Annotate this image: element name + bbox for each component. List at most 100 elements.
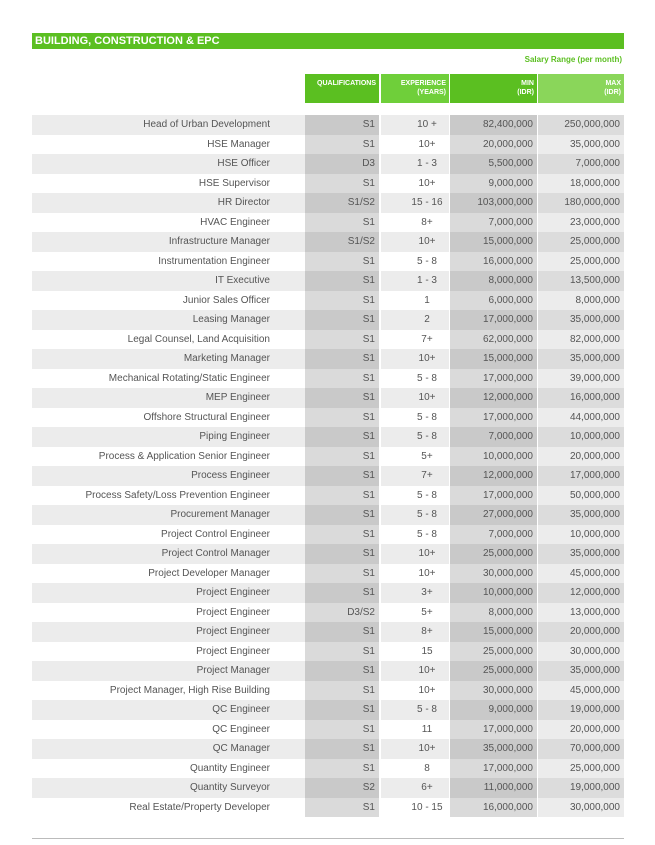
header-line: MAX [605, 80, 621, 87]
job-title: Quantity Surveyor [189, 782, 270, 793]
table-cell: 10+ [381, 232, 449, 252]
table-cell: 103,000,000 [450, 193, 537, 213]
table-cell: D3 [305, 154, 379, 174]
table-cell: 20,000,000 [450, 134, 537, 154]
row-band [32, 446, 305, 466]
table-cell: 6,000,000 [450, 290, 537, 310]
table-cell: 10 - 15 [381, 797, 449, 817]
table-cell: 11,000,000 [450, 778, 537, 798]
section-title: BUILDING, CONSTRUCTION & EPC [32, 33, 624, 49]
footer-rule [32, 838, 624, 839]
table-cell: 5+ [381, 446, 449, 466]
table-cell: S1 [305, 173, 379, 193]
header-line: EXPERIENCE [400, 80, 446, 87]
row-band [32, 173, 305, 193]
table-cell: 39,000,000 [538, 368, 624, 388]
table-cell: 10 + [381, 115, 449, 135]
table-cell: 13,500,000 [538, 271, 624, 291]
table-cell: 12,000,000 [450, 388, 537, 408]
row-band [32, 583, 305, 603]
table-cell: 17,000,000 [450, 758, 537, 778]
table-cell: S1 [305, 524, 379, 544]
table-cell: 30,000,000 [538, 797, 624, 817]
table-cell: 12,000,000 [450, 466, 537, 486]
row-band [32, 778, 305, 798]
table-cell: S1 [305, 329, 379, 349]
table-cell: 18,000,000 [538, 173, 624, 193]
row-band [32, 758, 305, 778]
row-band [32, 427, 305, 447]
job-title: Project Engineer [196, 626, 270, 637]
table-cell: 25,000,000 [538, 758, 624, 778]
table-cell: 7,000,000 [450, 427, 537, 447]
row-band [32, 115, 305, 135]
job-title: Marketing Manager [183, 353, 270, 364]
table-cell: S1 [305, 466, 379, 486]
subtitle: Salary Range (per month) [524, 55, 622, 64]
table-cell: 45,000,000 [538, 563, 624, 583]
job-title: Project Engineer [196, 645, 270, 657]
job-title: HVAC Engineer [200, 216, 270, 228]
table-cell: 25,000,000 [450, 544, 537, 564]
table-cell: 19,000,000 [538, 700, 624, 720]
table-cell: 11 [381, 719, 449, 739]
table-cell: S1 [305, 641, 379, 661]
table-cell: S1 [305, 134, 379, 154]
column-header: QUALIFICATIONS [305, 74, 379, 103]
job-title: Project Manager [196, 665, 270, 676]
table-cell: 8,000,000 [538, 290, 624, 310]
table-cell: 10+ [381, 680, 449, 700]
row-band [32, 739, 305, 759]
table-cell: 70,000,000 [538, 739, 624, 759]
row-band [32, 388, 305, 408]
row-band [32, 719, 305, 739]
job-title: Legal Counsel, Land Acquisition [127, 333, 270, 345]
table-cell: S2 [305, 778, 379, 798]
table-cell: 7,000,000 [538, 154, 624, 174]
table-cell: 5 - 8 [381, 700, 449, 720]
row-band [32, 154, 305, 174]
job-title: Quantity Engineer [189, 762, 270, 774]
table-cell: S1 [305, 427, 379, 447]
table-cell: S1 [305, 290, 379, 310]
table-cell: S1/S2 [305, 232, 379, 252]
table-cell: 20,000,000 [538, 719, 624, 739]
job-title: MEP Engineer [205, 392, 270, 403]
table-cell: 5+ [381, 602, 449, 622]
table-cell: S1 [305, 797, 379, 817]
job-title: Process Safety/Loss Prevention Engineer [85, 489, 270, 501]
table-cell: 15,000,000 [450, 349, 537, 369]
column-header: MAX (IDR) [538, 74, 624, 103]
table-cell: 16,000,000 [450, 797, 537, 817]
table-cell: 17,000,000 [450, 310, 537, 330]
table-cell: 5 - 8 [381, 427, 449, 447]
table-cell: 10+ [381, 173, 449, 193]
row-band [32, 329, 305, 349]
row-band [32, 290, 305, 310]
table-cell: S1 [305, 446, 379, 466]
table-cell: 15 [381, 641, 449, 661]
table-cell: S1 [305, 310, 379, 330]
table-cell: 44,000,000 [538, 407, 624, 427]
table-cell: 7+ [381, 466, 449, 486]
row-band [32, 134, 305, 154]
table-cell: 82,000,000 [538, 329, 624, 349]
row-band [32, 661, 305, 681]
table-cell: 9,000,000 [450, 700, 537, 720]
column-header: EXPERIENCE (YEARS) [381, 74, 449, 103]
table-cell: S1 [305, 251, 379, 271]
job-title: HR Director [217, 197, 270, 208]
row-band [32, 232, 305, 252]
job-title: Head of Urban Development [143, 119, 270, 130]
table-cell: 62,000,000 [450, 329, 537, 349]
table-cell: 35,000,000 [538, 544, 624, 564]
job-title: Piping Engineer [199, 431, 270, 442]
row-band [32, 641, 305, 661]
job-title: Junior Sales Officer [182, 294, 270, 306]
row-band [32, 271, 305, 291]
table-cell: S1 [305, 271, 379, 291]
table-cell: 7+ [381, 329, 449, 349]
job-title: Procurement Manager [170, 509, 271, 520]
job-title: Leasing Manager [192, 314, 270, 325]
